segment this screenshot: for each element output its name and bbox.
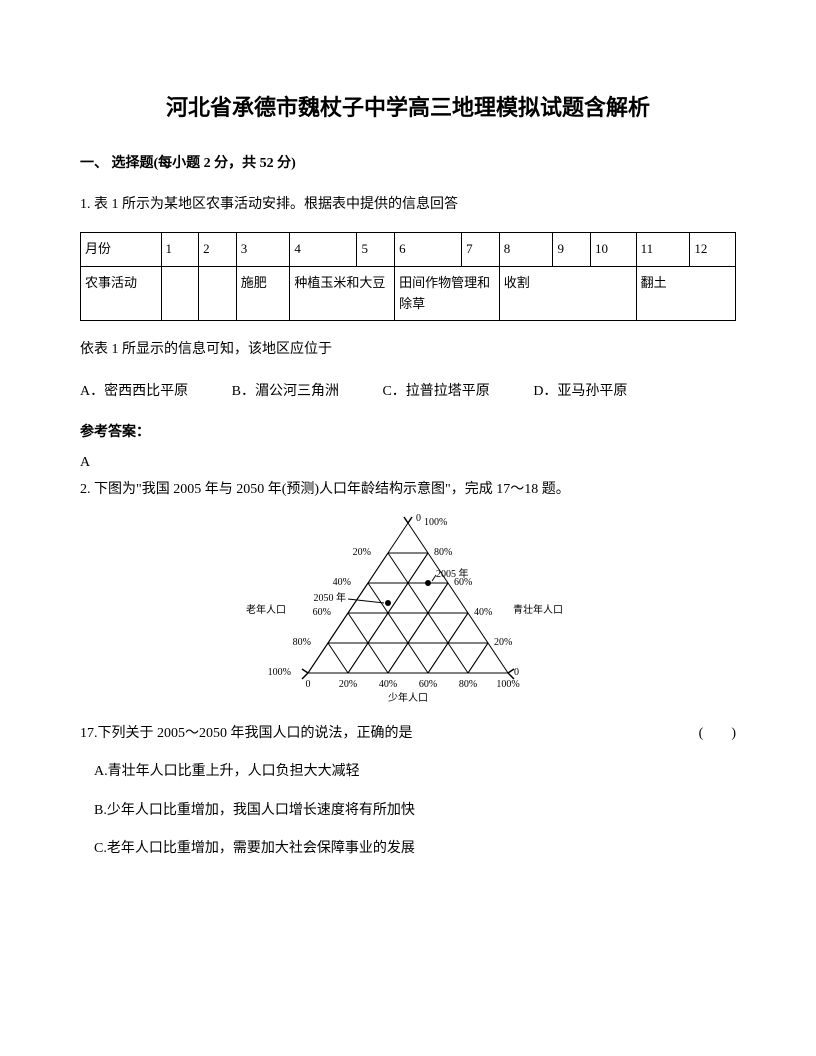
svg-text:青壮年人口: 青壮年人口 bbox=[513, 603, 563, 616]
svg-text:80%: 80% bbox=[459, 679, 477, 690]
svg-text:老年人口: 老年人口 bbox=[246, 603, 286, 616]
q2-prompt: 2. 下图为"我国 2005 年与 2050 年(预测)人口年龄结构示意图"，完… bbox=[80, 479, 736, 501]
option-b: B．湄公河三角洲 bbox=[232, 378, 339, 406]
cell-3: 施肥 bbox=[236, 266, 290, 321]
th-3: 3 bbox=[236, 232, 290, 266]
q17-option-c: C.老年人口比重增加，需要加大社会保障事业的发展 bbox=[80, 838, 736, 860]
cell-45: 种植玉米和大豆 bbox=[290, 266, 395, 321]
svg-text:0: 0 bbox=[514, 667, 519, 678]
cell-1112: 翻土 bbox=[636, 266, 735, 321]
page-title: 河北省承德市魏杖子中学高三地理模拟试题含解析 bbox=[80, 90, 736, 125]
answer-label: 参考答案： bbox=[80, 422, 736, 444]
svg-text:2005 年: 2005 年 bbox=[436, 567, 469, 580]
svg-text:20%: 20% bbox=[353, 547, 371, 558]
th-6: 6 bbox=[395, 232, 462, 266]
th-8: 8 bbox=[499, 232, 553, 266]
ternary-chart-svg: 0 100% 20% 40% 60% 80% 100% 80% 60% 40% … bbox=[238, 513, 578, 703]
q17-prompt: 17.下列关于 2005～2050 年我国人口的说法，正确的是 ( ) bbox=[80, 723, 736, 745]
table-row: 月份 1 2 3 4 5 6 7 8 9 10 11 12 bbox=[81, 232, 736, 266]
svg-text:0: 0 bbox=[416, 513, 421, 524]
q1-options: A．密西西比平原 B．湄公河三角洲 C．拉普拉塔平原 D．亚马孙平原 bbox=[80, 378, 736, 406]
section-header: 一、 选择题(每小题 2 分，共 52 分) bbox=[80, 153, 736, 175]
option-a: A．密西西比平原 bbox=[80, 378, 188, 406]
th-month: 月份 bbox=[81, 232, 162, 266]
svg-text:60%: 60% bbox=[313, 607, 331, 618]
cell-67: 田间作物管理和除草 bbox=[395, 266, 500, 321]
q17-option-b: B.少年人口比重增加，我国人口增长速度将有所加快 bbox=[80, 800, 736, 822]
svg-text:80%: 80% bbox=[434, 547, 452, 558]
triangle-diagram: 0 100% 20% 40% 60% 80% 100% 80% 60% 40% … bbox=[80, 513, 736, 703]
option-c: C．拉普拉塔平原 bbox=[382, 378, 489, 406]
svg-text:20%: 20% bbox=[339, 679, 357, 690]
svg-text:60%: 60% bbox=[419, 679, 437, 690]
cell-empty bbox=[199, 266, 237, 321]
option-d: D．亚马孙平原 bbox=[533, 378, 627, 406]
cell-empty bbox=[161, 266, 199, 321]
svg-text:100%: 100% bbox=[268, 667, 291, 678]
svg-text:40%: 40% bbox=[379, 679, 397, 690]
svg-text:少年人口: 少年人口 bbox=[388, 691, 428, 703]
svg-text:40%: 40% bbox=[333, 577, 351, 588]
q17-paren: ( ) bbox=[699, 723, 736, 745]
table-row: 农事活动 施肥 种植玉米和大豆 田间作物管理和除草 收割 翻土 bbox=[81, 266, 736, 321]
row-label: 农事活动 bbox=[81, 266, 162, 321]
svg-text:0: 0 bbox=[306, 679, 311, 690]
svg-text:40%: 40% bbox=[474, 607, 492, 618]
th-7: 7 bbox=[462, 232, 500, 266]
th-2: 2 bbox=[199, 232, 237, 266]
th-9: 9 bbox=[553, 232, 591, 266]
svg-text:100%: 100% bbox=[496, 679, 519, 690]
q17-text: 17.下列关于 2005～2050 年我国人口的说法，正确的是 bbox=[80, 723, 413, 745]
th-10: 10 bbox=[591, 232, 637, 266]
answer-value: A bbox=[80, 452, 736, 474]
th-12: 12 bbox=[690, 232, 736, 266]
q17-option-a: A.青壮年人口比重上升，人口负担大大减轻 bbox=[80, 761, 736, 783]
svg-text:20%: 20% bbox=[494, 637, 512, 648]
svg-text:100%: 100% bbox=[424, 517, 447, 528]
th-11: 11 bbox=[636, 232, 690, 266]
th-5: 5 bbox=[357, 232, 395, 266]
farm-activity-table: 月份 1 2 3 4 5 6 7 8 9 10 11 12 农事活动 施肥 种植… bbox=[80, 232, 736, 321]
cell-810: 收割 bbox=[499, 266, 636, 321]
svg-text:2050 年: 2050 年 bbox=[314, 591, 347, 604]
q1-prompt: 1. 表 1 所示为某地区农事活动安排。根据表中提供的信息回答 bbox=[80, 194, 736, 216]
svg-text:80%: 80% bbox=[293, 637, 311, 648]
th-4: 4 bbox=[290, 232, 357, 266]
q1-followup: 依表 1 所显示的信息可知，该地区应位于 bbox=[80, 339, 736, 361]
th-1: 1 bbox=[161, 232, 199, 266]
